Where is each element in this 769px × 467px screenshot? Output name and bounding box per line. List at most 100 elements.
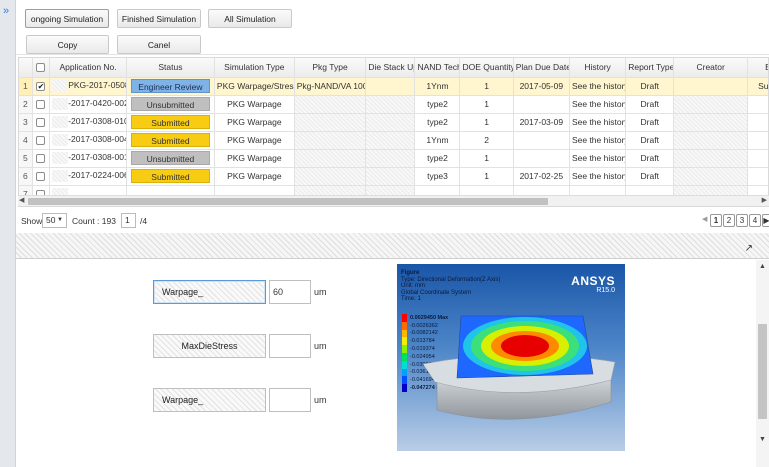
main-area: ongoing Simulation Finished Simulation A… — [16, 0, 769, 467]
page-number-input[interactable]: 1 — [121, 213, 136, 228]
scrollbar-thumb[interactable] — [28, 198, 548, 205]
history-link[interactable]: See the history — [569, 77, 627, 96]
row-number: 4 — [19, 131, 33, 150]
row-checkbox[interactable] — [36, 172, 46, 182]
table-row[interactable]: 2 -2017-0420-002 Unsubmitted PKG Warpage typ… — [19, 95, 768, 114]
collapsed-side-panel[interactable]: » — [0, 0, 16, 467]
contour-red — [501, 335, 549, 357]
row-checkbox-cell[interactable] — [32, 149, 51, 168]
param-warpage-2-value-input[interactable] — [269, 388, 311, 412]
param-maxdiestress-value-input[interactable] — [269, 334, 311, 358]
row-checkbox[interactable]: ✔ — [36, 82, 46, 92]
param-warpage-value-input[interactable]: 60 — [269, 280, 311, 304]
col-header-e[interactable]: E — [747, 58, 768, 78]
application-no-cell[interactable]: PKG-2017-0508-006 — [49, 77, 127, 96]
col-header-die-stack-up[interactable]: Die Stack Up — [365, 58, 416, 78]
tab-finished-simulation[interactable]: Finished Simulation — [117, 9, 201, 28]
row-checkbox-cell[interactable] — [32, 167, 51, 186]
row-checkbox-cell[interactable] — [32, 131, 51, 150]
col-header-plan-due-date[interactable]: Plan Due Date — [513, 58, 570, 78]
history-link[interactable]: See the history — [569, 95, 627, 114]
table-row[interactable]: 4 -2017-0308-004 Submitted PKG Warpage 1Ynm 2… — [19, 131, 768, 150]
col-header-application-no[interactable]: Application No. — [49, 58, 127, 78]
creator-cell — [673, 149, 748, 168]
nand-tech-cell: type2 — [414, 95, 461, 114]
doe-quantity-cell: 1 — [459, 77, 514, 96]
legend-swatch — [402, 368, 407, 377]
col-header-select[interactable] — [32, 58, 51, 78]
cancel-button[interactable]: Canel — [117, 35, 201, 54]
status-cell: Engineer Review — [126, 77, 215, 96]
legend-value: -0.024954 — [410, 353, 435, 360]
application-no-cell[interactable]: -2017-0308-010 — [49, 113, 127, 132]
nand-tech-cell: type2 — [414, 113, 461, 132]
col-header-doe-quantity[interactable]: DOE Quantity — [459, 58, 514, 78]
table-horizontal-scrollbar[interactable]: ◀ ▶ — [18, 195, 769, 206]
table-row[interactable]: 3 -2017-0308-010 Submitted PKG Warpage type2… — [19, 113, 768, 132]
history-link[interactable]: See the history — [569, 167, 627, 186]
row-checkbox-cell[interactable]: ✔ — [32, 77, 51, 96]
param-warpage-2-button[interactable]: Warpage_ — [153, 388, 266, 412]
prev-page-icon[interactable]: ◀ — [702, 216, 708, 223]
nand-tech-cell: type3 — [414, 167, 461, 186]
param-maxdiestress-button[interactable]: MaxDieStress — [153, 334, 266, 358]
scroll-right-icon[interactable]: ▶ — [761, 197, 767, 204]
row-checkbox-cell[interactable] — [32, 113, 51, 132]
table-row[interactable]: 5 -2017-0308-001 Unsubmitted PKG Warpage typ… — [19, 149, 768, 168]
col-header-history[interactable]: History — [569, 58, 627, 78]
application-no-text[interactable]: -2017-0308-004 — [68, 134, 127, 145]
page-button-3[interactable]: 3 — [736, 214, 748, 227]
page-button-2[interactable]: 2 — [723, 214, 735, 227]
application-no-cell[interactable]: -2017-0308-001 — [49, 149, 127, 168]
row-checkbox[interactable] — [36, 100, 46, 110]
tab-all-simulation[interactable]: All Simulation — [208, 9, 292, 28]
application-no-cell[interactable]: -2017-0308-004 — [49, 131, 127, 150]
detail-panel: Warpage_ 60 um MaxDieStress um Warpage_ … — [16, 260, 769, 467]
row-checkbox[interactable] — [36, 118, 46, 128]
expand-panel-icon[interactable]: » — [3, 5, 10, 17]
col-header-pkg-type[interactable]: Pkg Type — [294, 58, 367, 78]
application-no-text[interactable]: -2017-0308-010 — [68, 116, 127, 127]
table-row[interactable]: 6 -2017-0224-006 Submitted PKG Warpage type3… — [19, 167, 768, 186]
e-cell — [747, 131, 768, 150]
copy-button[interactable]: Copy — [26, 35, 109, 54]
status-cell: Submitted — [126, 113, 215, 132]
col-header-status[interactable]: Status — [126, 58, 215, 78]
doe-quantity-cell: 2 — [459, 131, 514, 150]
detail-vertical-scrollbar[interactable]: ▲ ▼ — [756, 260, 769, 467]
application-no-text[interactable]: -2017-0308-001 — [68, 152, 127, 163]
application-no-cell[interactable]: -2017-0420-002 — [49, 95, 127, 114]
col-header-simulation-type[interactable]: Simulation Type — [214, 58, 295, 78]
application-no-text[interactable]: PKG-2017-0508-006 — [68, 80, 125, 91]
row-checkbox[interactable] — [36, 154, 46, 164]
tab-ongoing-simulation[interactable]: ongoing Simulation — [25, 9, 109, 28]
param-warpage-unit: um — [314, 287, 327, 297]
expand-arrow-icon[interactable]: ↗ — [744, 243, 753, 254]
scroll-up-icon[interactable]: ▲ — [759, 263, 766, 270]
page-button-4[interactable]: 4 — [749, 214, 761, 227]
history-link[interactable]: See the history — [569, 113, 627, 132]
col-header-nand-tech[interactable]: NAND Tech — [414, 58, 461, 78]
scroll-left-icon[interactable]: ◀ — [19, 197, 25, 204]
row-checkbox[interactable] — [36, 136, 46, 146]
simulation-type-cell: PKG Warpage — [214, 149, 295, 168]
die-stack-up-cell — [365, 131, 416, 150]
application-no-cell[interactable]: -2017-0224-006 — [49, 167, 127, 186]
col-header-creator[interactable]: Creator — [673, 58, 748, 78]
history-link[interactable]: See the history — [569, 149, 627, 168]
ansys-logo: ANSYS — [571, 274, 615, 288]
page-button-1[interactable]: 1 — [710, 214, 722, 227]
next-page-icon[interactable]: ▶ — [762, 214, 769, 227]
application-no-text[interactable]: -2017-0224-006 — [68, 170, 127, 181]
select-all-checkbox[interactable] — [36, 63, 46, 73]
row-checkbox-cell[interactable] — [32, 95, 51, 114]
vertical-scrollbar-thumb[interactable] — [758, 324, 767, 419]
col-header-report-type[interactable]: Report Type — [625, 58, 675, 78]
page-size-select[interactable]: 50 ▼ — [42, 213, 67, 228]
page-total: /4 — [140, 216, 148, 226]
scroll-down-icon[interactable]: ▼ — [759, 436, 766, 443]
param-warpage-button[interactable]: Warpage_ — [153, 280, 266, 304]
application-no-text[interactable]: -2017-0420-002 — [68, 98, 127, 109]
history-link[interactable]: See the history — [569, 131, 627, 150]
